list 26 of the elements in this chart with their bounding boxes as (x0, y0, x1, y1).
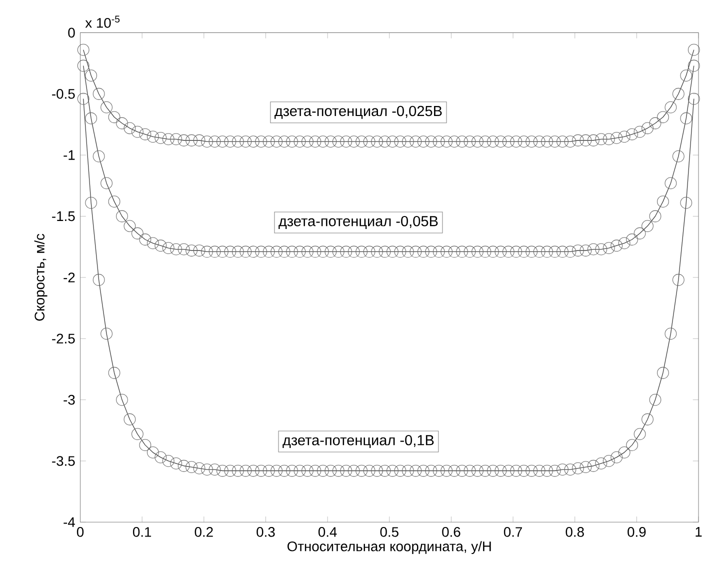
series-label: дзета-потенциал -0,025В (274, 106, 442, 120)
x-tick-label: 0.2 (194, 527, 213, 538)
x-tick-label: 0 (76, 527, 84, 538)
x-tick-label: 0.1 (132, 527, 152, 538)
y-tick-label: -1 (64, 150, 75, 160)
y-tick-label: -1.5 (52, 212, 75, 222)
y-tick-label: -0.5 (52, 89, 75, 99)
y-tick-label: -3 (64, 395, 75, 405)
text: x 10$^{-5}$ (85, 16, 120, 28)
x-tick-label: 0.3 (256, 527, 275, 538)
x-tick-label: 0.7 (504, 527, 522, 538)
y-tick-label: -3.5 (52, 456, 75, 466)
y-tick-label: -2.5 (52, 334, 75, 344)
x-tick-label: 0.6 (442, 527, 460, 538)
x-tick-label: 1 (696, 527, 702, 537)
series-label: дзета-потенциал -0,1В (282, 435, 434, 448)
y-axis-title: Скорость, м/с (34, 234, 48, 321)
x-tick-label: 0.5 (380, 527, 398, 538)
y-tick-label: -2 (64, 272, 75, 282)
series-label: дзета-потенциал -0,05В (278, 216, 438, 230)
x-tick-label: 0.8 (566, 527, 584, 538)
y-tick-label: -4 (64, 518, 75, 528)
y-tick-label: 0 (68, 28, 75, 38)
x-axis-title: Относительная координата, y/H (288, 541, 491, 554)
x-tick-label: 0.4 (318, 527, 337, 538)
x-tick-label: 0.9 (628, 527, 646, 538)
